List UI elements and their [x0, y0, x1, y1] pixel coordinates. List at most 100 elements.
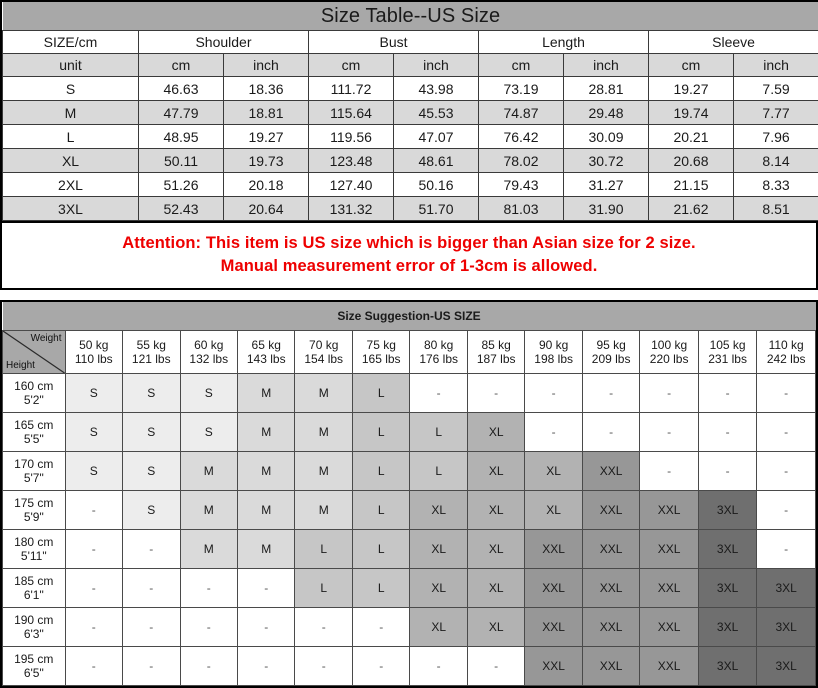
row-size-label: L: [2, 124, 139, 149]
row-size-label: 3XL: [2, 196, 139, 221]
weight-column-header: 80 kg 176 lbs: [409, 330, 468, 374]
corner-height-label: Height: [6, 360, 35, 371]
size-cell: -: [524, 373, 583, 413]
size-cell: M: [294, 451, 353, 491]
corner-weight-label: Weight: [30, 333, 62, 344]
size-cell: L: [294, 529, 353, 569]
size-cell: -: [294, 646, 353, 686]
cell-length-inch: 30.72: [563, 148, 649, 173]
height-row-header: 165 cm 5'5": [2, 412, 66, 452]
weight-kg: 60 kg: [194, 338, 224, 352]
cell-bust-inch: 45.53: [393, 100, 479, 125]
size-cell: XL: [466, 568, 526, 608]
weight-lbs: 132 lbs: [189, 352, 229, 366]
size-cell: L: [351, 529, 411, 569]
table-row: M 47.79 18.81 115.64 45.53 74.87 29.48 1…: [2, 100, 818, 125]
size-cell: XXL: [581, 490, 641, 530]
height-ft: 6'3": [23, 627, 44, 641]
weight-lbs: 242 lbs: [766, 352, 806, 366]
size-cell: M: [294, 373, 353, 413]
weight-column-header: 100 kg 220 lbs: [639, 330, 699, 374]
size-cell: 3XL: [697, 568, 758, 608]
table-row: 160 cm 5'2" S S S M M L - - - - - - -: [2, 373, 816, 413]
size-cell: -: [466, 373, 526, 413]
size-table: Size Table--US Size SIZE/cm Shoulder Bus…: [2, 2, 818, 221]
size-cell: XXL: [581, 568, 641, 608]
height-row-header: 195 cm 6'5": [2, 646, 66, 686]
table-row: L 48.95 19.27 119.56 47.07 76.42 30.09 2…: [2, 124, 818, 149]
height-cm: 180 cm: [14, 535, 54, 549]
cell-sleeve-inch: 8.33: [732, 172, 818, 197]
weight-lbs: 198 lbs: [534, 352, 573, 366]
row-size-label: 2XL: [2, 172, 139, 197]
cell-bust-inch: 47.07: [393, 124, 479, 149]
weight-kg: 110 kg: [768, 338, 804, 352]
size-cell: -: [64, 568, 124, 608]
size-cell: -: [122, 646, 181, 686]
weight-kg: 95 kg: [596, 338, 626, 352]
height-ft: 5'2": [23, 393, 44, 407]
height-cm: 175 cm: [14, 496, 54, 510]
cell-shoulder-cm: 50.11: [138, 148, 224, 173]
size-cell: XL: [466, 607, 526, 647]
unit-shoulder-inch: inch: [223, 53, 309, 77]
suggestion-title: Size Suggestion-US SIZE: [2, 302, 816, 331]
unit-label: unit: [2, 53, 139, 77]
group-header-length: Length: [478, 30, 649, 54]
cell-shoulder-cm: 48.95: [138, 124, 224, 149]
cell-sleeve-cm: 21.62: [648, 196, 734, 221]
size-cell: -: [179, 607, 238, 647]
height-row-header: 190 cm 6'3": [2, 607, 66, 647]
size-cell: M: [236, 451, 296, 491]
cell-bust-cm: 115.64: [308, 100, 394, 125]
cell-length-cm: 74.87: [478, 100, 564, 125]
weight-lbs: 231 lbs: [708, 352, 747, 366]
height-cm: 195 cm: [14, 652, 54, 666]
size-cell: -: [122, 529, 181, 569]
weight-kg: 70 kg: [309, 338, 339, 352]
height-row-header: 170 cm 5'7": [2, 451, 66, 491]
size-cell: -: [581, 373, 641, 413]
size-cell: L: [351, 373, 411, 413]
suggestion-header-row: Weight Height 50 kg 110 lbs 55 kg 121 lb…: [2, 330, 816, 374]
weight-column-header: 55 kg 121 lbs: [122, 330, 181, 374]
size-cell: XL: [409, 529, 468, 569]
weight-column-header: 50 kg 110 lbs: [64, 330, 124, 374]
weight-column-header: 70 kg 154 lbs: [294, 330, 353, 374]
weight-lbs: 110 lbs: [74, 352, 113, 366]
weight-column-header: 75 kg 165 lbs: [351, 330, 411, 374]
weight-lbs: 176 lbs: [419, 352, 459, 366]
size-table-title: Size Table--US Size: [2, 2, 818, 31]
size-cell: XXL: [639, 529, 699, 569]
cell-bust-inch: 48.61: [393, 148, 479, 173]
group-header-sleeve: Sleeve: [647, 30, 818, 54]
size-cell: L: [409, 412, 468, 452]
cell-bust-cm: 131.32: [308, 196, 394, 221]
size-cell: -: [756, 451, 816, 491]
size-cell: M: [294, 490, 353, 530]
cell-length-inch: 31.90: [563, 196, 649, 221]
cell-bust-cm: 127.40: [308, 172, 394, 197]
cell-shoulder-inch: 20.18: [223, 172, 309, 197]
size-cell: -: [756, 490, 816, 530]
cell-length-inch: 31.27: [563, 172, 649, 197]
weight-kg: 105 kg: [709, 338, 746, 352]
size-cell: S: [179, 373, 238, 413]
size-cell: XL: [466, 529, 526, 569]
size-cell: S: [122, 412, 181, 452]
size-cell: -: [64, 607, 124, 647]
cell-length-cm: 79.43: [478, 172, 564, 197]
height-cm: 160 cm: [14, 379, 54, 393]
size-cell: -: [756, 529, 816, 569]
size-cell: -: [122, 607, 181, 647]
cell-shoulder-inch: 18.36: [223, 76, 309, 101]
size-cell: 3XL: [756, 568, 816, 608]
size-cell: M: [236, 373, 296, 413]
unit-sleeve-inch: inch: [732, 53, 818, 77]
weight-lbs: 187 lbs: [476, 352, 516, 366]
weight-kg: 85 kg: [481, 338, 511, 352]
weight-kg: 55 kg: [136, 338, 166, 352]
weight-lbs: 121 lbs: [131, 352, 171, 366]
size-cell: M: [236, 412, 296, 452]
